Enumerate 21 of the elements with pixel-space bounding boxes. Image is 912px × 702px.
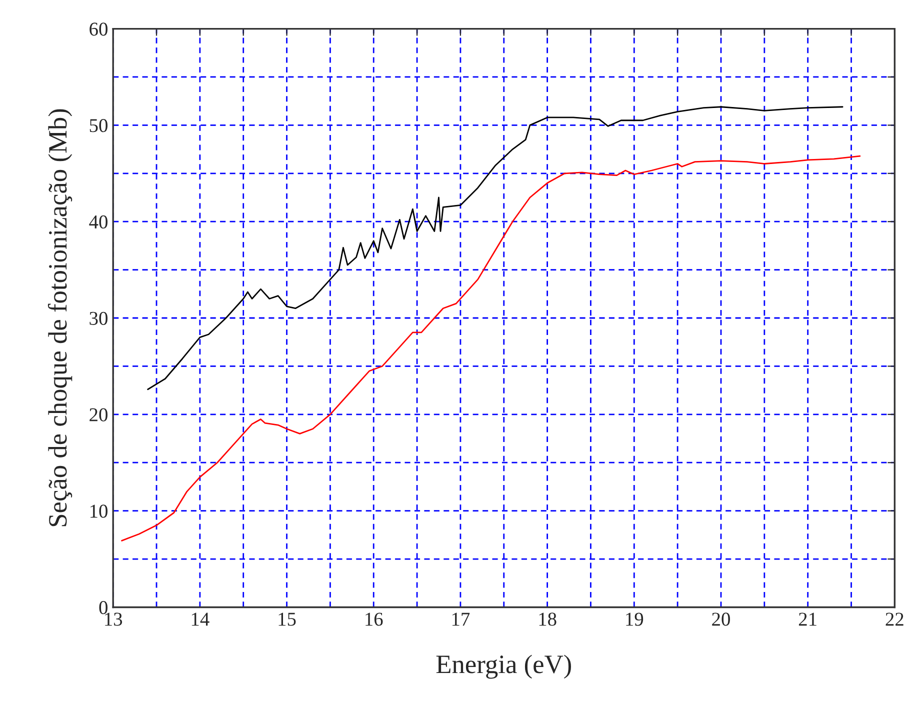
- x-tick-label: 16: [366, 612, 383, 626]
- x-axis-title: Energia (eV): [436, 654, 571, 679]
- x-tick-label: 19: [626, 612, 644, 626]
- y-tick-label: 10: [90, 504, 108, 518]
- y-tick-label: 20: [90, 408, 108, 422]
- x-tick-label: 21: [798, 612, 816, 626]
- line-series: [121, 155, 861, 542]
- x-tick-label: 14: [192, 612, 210, 626]
- y-tick-label: 60: [90, 22, 108, 36]
- y-tick-label: 50: [90, 119, 108, 132]
- x-tick-label: 20: [712, 612, 730, 626]
- x-tick-label: 18: [539, 612, 556, 626]
- y-tick-label: 0: [99, 601, 108, 614]
- x-tick-label: 17: [452, 612, 470, 626]
- y-tick-label: 30: [90, 312, 108, 325]
- y-tick-label: 40: [89, 215, 108, 229]
- x-tick-label: 15: [278, 612, 296, 626]
- x-tick-label: 13: [105, 612, 122, 626]
- y-axis-title: Seção de choque de fotoionização (Mb): [48, 109, 72, 526]
- x-tick-label: 22: [886, 612, 904, 626]
- line-series: [147, 106, 844, 390]
